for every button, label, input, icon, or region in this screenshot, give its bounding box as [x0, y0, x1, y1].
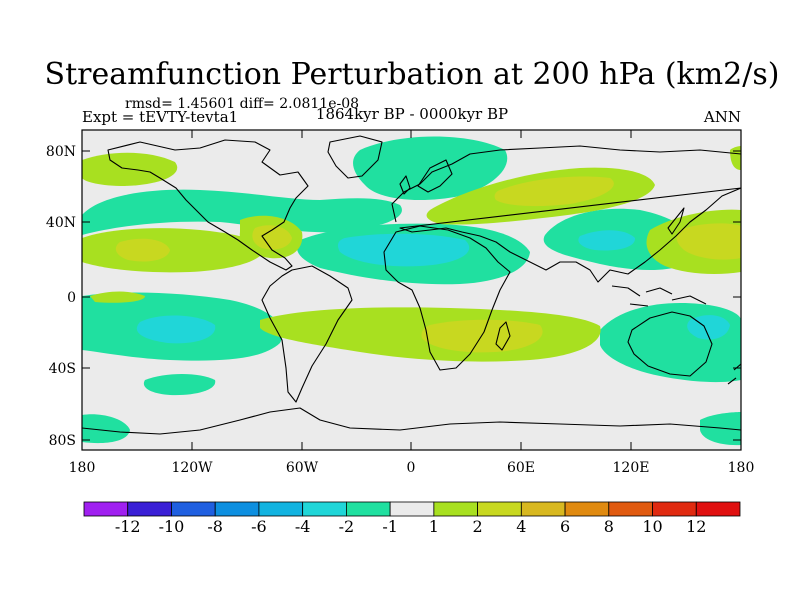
lon-axis: 180 120W 60W 0 60E 120E 180: [69, 130, 755, 476]
lat-label-80s: 80S: [49, 433, 76, 449]
colorbar-swatch: [127, 501, 172, 517]
coast-antarctica: [82, 407, 741, 435]
contour-pos-arctic-east: [730, 146, 741, 170]
contour-neg2-atlantic: [337, 233, 470, 267]
colorbar-label: -1: [382, 517, 398, 536]
colorbar-swatch: [345, 501, 391, 517]
period-label: 1864kyr BP - 0000kyr BP: [316, 105, 508, 123]
coastlines: [82, 135, 741, 435]
positive-strong-contours: [115, 176, 741, 353]
lat-label-40n: 40N: [46, 215, 76, 231]
colorbar-label: -10: [159, 517, 185, 536]
lon-label-120w: 120W: [171, 460, 213, 476]
colorbar-label: 2: [473, 517, 483, 536]
lon-label-60e: 60E: [507, 460, 535, 476]
colorbar-label: -8: [207, 517, 223, 536]
coast-japan: [667, 207, 685, 235]
colorbar-swatch: [258, 501, 304, 517]
stats-line: rmsd= 1.45601 diff= 2.0811e-08: [125, 96, 359, 112]
coast-scandinavia: [417, 159, 453, 193]
colorbar: [83, 501, 741, 517]
colorbar-label: 4: [516, 517, 526, 536]
lon-label-120e: 120E: [613, 460, 650, 476]
colorbar-label: 1: [429, 517, 439, 536]
coast-indonesia: [611, 285, 707, 307]
colorbar-label: 10: [642, 517, 662, 536]
colorbar-swatch: [652, 501, 697, 517]
colorbar-swatch: [520, 501, 566, 517]
contour-pos2-pacific: [115, 238, 170, 262]
colorbar-swatch: [83, 501, 129, 517]
lon-label-180w: 180: [69, 460, 96, 476]
lon-label-60w: 60W: [286, 460, 319, 476]
contour-neg2-south-pacific: [136, 315, 216, 344]
contour-pos-indian-ocean: [90, 291, 145, 303]
lon-label-180e: 180: [728, 460, 755, 476]
colorbar-label: 8: [604, 517, 614, 536]
colorbar-swatch: [389, 501, 435, 517]
colorbar-label: -2: [339, 517, 355, 536]
colorbar-label: 6: [560, 517, 570, 536]
contour-neg2-asia: [578, 230, 636, 251]
contour-pos2-west-pacific: [676, 223, 741, 260]
colorbar-swatch: [608, 501, 653, 517]
colorbar-swatch: [214, 501, 260, 517]
contour-neg-southern: [143, 374, 216, 396]
colorbar-label: 12: [686, 517, 706, 536]
plot-title: Streamfunction Perturbation at 200 hPa (…: [45, 57, 780, 92]
contour-pos2-eurasia: [494, 176, 614, 207]
contour-pos-subtropical-pacific: [82, 228, 265, 273]
coast-australia: [627, 311, 713, 377]
contour-pos2-gulf: [252, 225, 292, 250]
lat-axis: 80N 40N 0 40S 80S: [46, 144, 741, 449]
coast-greenland: [327, 135, 383, 179]
lat-label-40s: 40S: [49, 361, 76, 377]
contour-neg-antarctic-west: [82, 414, 130, 444]
experiment-label: Expt = tEVTY-tevta1: [82, 108, 238, 126]
coast-madagascar: [495, 321, 511, 351]
colorbar-label: -6: [251, 517, 267, 536]
colorbar-swatch: [695, 501, 741, 517]
coast-south-america: [261, 265, 353, 403]
coast-north-america: [107, 139, 309, 271]
lat-label-0: 0: [67, 290, 76, 306]
colorbar-labels: -12 -10 -8 -6 -4 -2 -1 1 2 4 6 8 10 12: [115, 517, 707, 536]
colorbar-label: -12: [115, 517, 141, 536]
lon-label-0: 0: [407, 460, 416, 476]
colorbar-label: -4: [295, 517, 311, 536]
coast-africa: [383, 225, 511, 371]
colorbar-swatch: [477, 501, 522, 517]
colorbar-swatch: [171, 501, 216, 517]
colorbar-swatch: [564, 501, 610, 517]
contour-neg-north-america: [82, 189, 402, 235]
season-label: ANN: [703, 108, 741, 126]
colorbar-swatch: [302, 501, 347, 517]
map-panel: [82, 130, 741, 450]
coast-uk: [399, 175, 411, 195]
colorbar-swatch: [433, 501, 478, 517]
lat-label-80n: 80N: [46, 144, 76, 160]
coast-new-zealand: [727, 363, 741, 385]
